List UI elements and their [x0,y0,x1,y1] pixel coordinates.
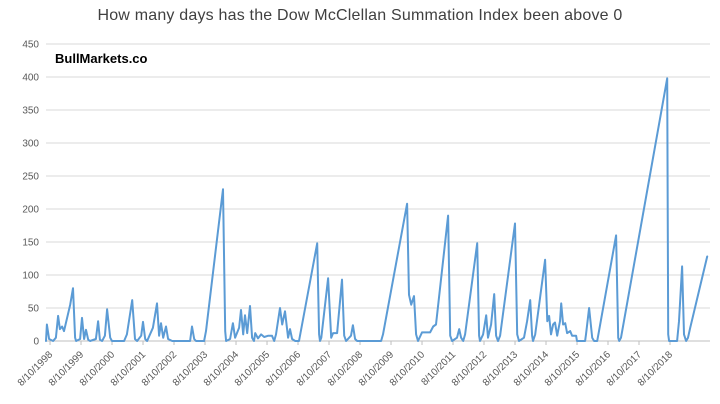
y-axis-tick-label: 450 [22,40,39,51]
watermark-bullmarkets: BullMarkets.co [55,51,148,66]
y-axis-tick-label: 100 [22,271,39,282]
chart-title: How many days has the Dow McClellan Summ… [97,7,623,24]
y-axis-tick-label: 0 [33,337,39,348]
y-axis-tick-label: 200 [22,205,39,216]
y-axis-tick-label: 250 [22,172,39,183]
y-axis-tick-label: 300 [22,139,39,150]
y-axis-tick-label: 350 [22,106,39,117]
series-line-days-above-zero [45,77,709,342]
y-axis-tick-label: 50 [28,304,40,315]
y-axis-tick-label: 150 [22,238,39,249]
y-axis-tick-label: 400 [22,73,39,84]
